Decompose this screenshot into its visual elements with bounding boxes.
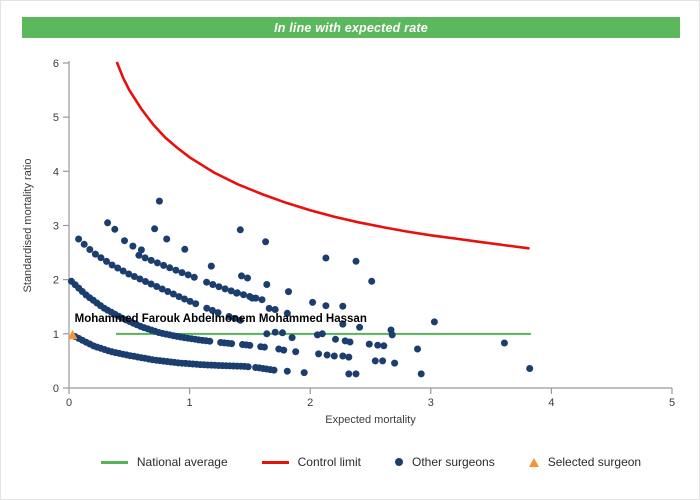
legend-label: Selected surgeon	[547, 455, 642, 469]
selected-surgeon-name: Mohammed Farouk Abdelmonem Mohammed Hass…	[75, 313, 367, 325]
surgeon-point	[500, 339, 508, 347]
surgeon-point	[414, 345, 421, 353]
surgeon-point	[430, 318, 438, 326]
surgeon-point	[352, 257, 360, 265]
surgeon-point	[315, 350, 323, 358]
surgeon-point	[374, 341, 382, 349]
status-banner-text: In line with expected rate	[274, 20, 428, 35]
surgeon-point	[380, 342, 388, 350]
legend-item-other-surgeons: Other surgeons	[394, 455, 495, 469]
surgeon-point	[263, 281, 271, 288]
surgeon-point	[233, 289, 241, 297]
surgeon-point	[151, 225, 159, 233]
surgeon-point	[236, 226, 244, 234]
svg-text:2: 2	[307, 397, 313, 409]
surgeon-point	[283, 367, 291, 375]
surgeon-point	[379, 357, 387, 365]
national-average-line-icon	[100, 460, 128, 464]
surgeon-point	[288, 334, 296, 342]
surgeon-point	[330, 352, 338, 360]
surgeon-point	[322, 302, 330, 310]
legend-item-national-average: National average	[100, 455, 228, 469]
status-banner: In line with expected rate	[22, 17, 680, 38]
surgeon-point	[339, 320, 347, 328]
surgeon-point	[388, 331, 396, 339]
control-limit-line-icon	[261, 460, 289, 464]
surgeon-point	[129, 242, 137, 250]
surgeon-point	[163, 235, 171, 243]
svg-text:1: 1	[53, 329, 59, 341]
surgeon-point	[137, 246, 145, 254]
surgeon-point	[318, 330, 326, 338]
surgeon-point	[262, 238, 270, 246]
svg-text:3: 3	[53, 221, 59, 233]
y-axis-title: Standardised mortality ratio	[22, 159, 34, 293]
surgeon-point	[280, 346, 288, 354]
legend-item-control-limit: Control limit	[261, 455, 361, 469]
surgeon-point	[300, 369, 308, 377]
surgeon-point	[356, 323, 364, 331]
surgeon-point	[339, 302, 347, 310]
svg-text:0: 0	[66, 397, 72, 409]
surgeon-point	[292, 348, 300, 356]
surgeon-point	[263, 330, 271, 338]
surgeon-point	[368, 277, 376, 285]
surgeon-point	[207, 262, 215, 270]
surgeon-point	[365, 340, 373, 348]
selected-surgeon-triangle-icon	[528, 457, 539, 467]
other-surgeons-dot-icon	[394, 458, 403, 466]
svg-text:3: 3	[428, 397, 434, 409]
chart-legend: National average Control limit Other sur…	[41, 449, 699, 475]
surgeon-point	[104, 219, 112, 227]
surgeon-point	[285, 288, 292, 296]
surgeon-point	[244, 274, 251, 282]
surgeon-point	[111, 225, 119, 233]
surgeon-point	[181, 245, 189, 253]
surgeon-point	[323, 351, 331, 359]
svg-text:2: 2	[53, 275, 59, 287]
surgeon-point	[371, 357, 379, 365]
legend-label: Other surgeons	[411, 455, 495, 469]
svg-text:4: 4	[548, 397, 554, 409]
surgeon-point	[271, 306, 279, 313]
surgeon-point	[279, 329, 286, 337]
other-surgeons-dots	[67, 197, 534, 378]
surgeon-point	[271, 328, 279, 336]
svg-text:6: 6	[53, 58, 59, 70]
svg-text:5: 5	[53, 112, 59, 124]
legend-item-selected-surgeon: Selected surgeon	[528, 455, 642, 469]
svg-text:1: 1	[187, 397, 193, 409]
legend-label: Control limit	[297, 455, 361, 469]
surgeon-point	[322, 254, 330, 262]
selected-surgeon-marker	[67, 329, 78, 340]
surgeon-point	[345, 353, 353, 361]
axes	[63, 61, 673, 394]
surgeon-point	[332, 335, 339, 343]
surgeon-point	[238, 272, 245, 280]
control-limit-curve	[115, 61, 530, 250]
surgeon-point	[283, 309, 291, 317]
surgeon-point	[155, 197, 163, 205]
surgeon-point	[352, 370, 360, 378]
surgeon-point	[339, 352, 347, 360]
x-axis-title: Expected mortality	[325, 414, 416, 426]
surgeon-point	[417, 370, 425, 378]
surgeon-point	[309, 298, 317, 306]
surgeon-point	[265, 304, 273, 312]
surgeon-point	[346, 338, 354, 346]
svg-text:5: 5	[669, 397, 675, 409]
surgeon-point	[391, 359, 399, 367]
surgeon-point	[345, 370, 353, 378]
surgeon-point	[248, 294, 256, 302]
surgeon-point	[526, 365, 534, 372]
svg-text:4: 4	[53, 166, 59, 178]
tick-labels: 0 1 2 3 4 5 6 0 1 2 3 4 5	[53, 58, 675, 409]
legend-label: National average	[136, 455, 228, 469]
surgeon-point	[121, 237, 128, 245]
svg-text:0: 0	[53, 383, 59, 395]
